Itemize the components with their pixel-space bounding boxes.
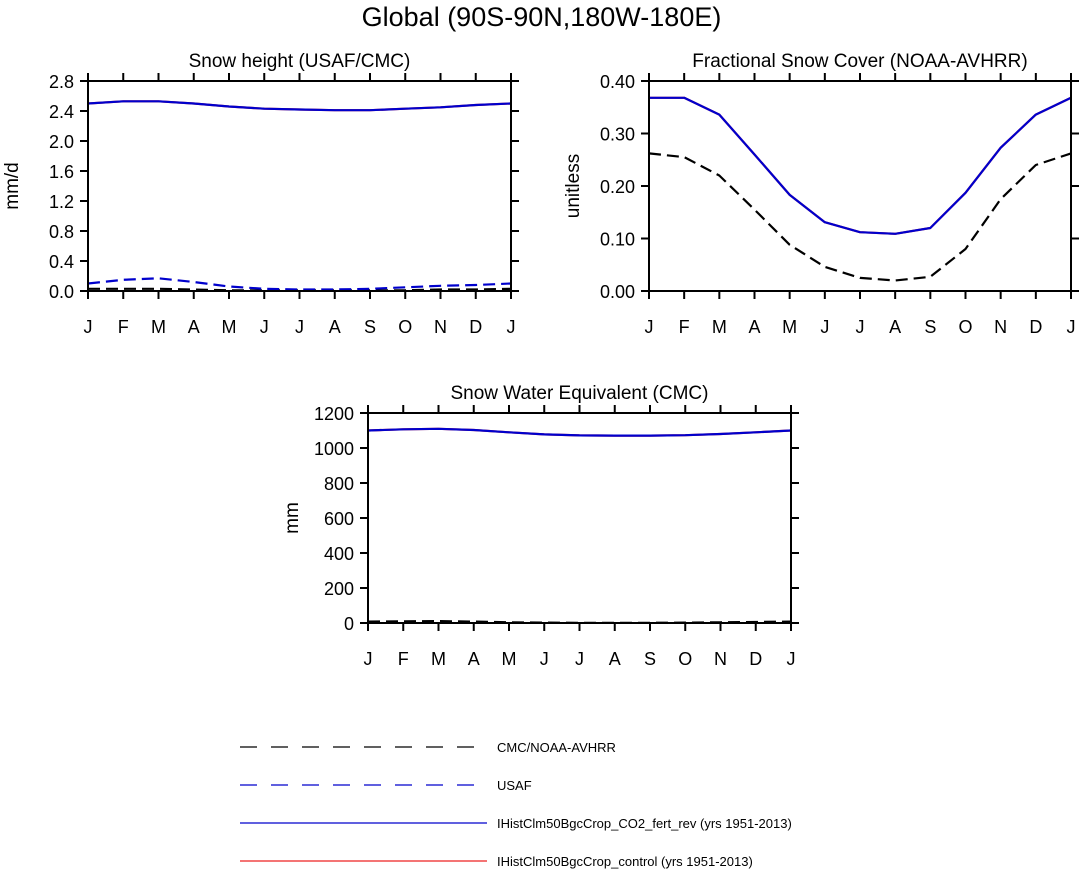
x-tick-label: S [364, 317, 376, 337]
plot-frame [648, 80, 1072, 292]
x-tick-label: N [714, 649, 727, 669]
x-tick-label: J [540, 649, 549, 669]
legend: CMC/NOAA-AVHRR USAF IHistClm50BgcCrop_CO2_… [240, 740, 792, 869]
y-tick-label: 0.0 [49, 282, 74, 302]
y-tick-label: 0.00 [600, 282, 635, 302]
x-tick-label: A [468, 649, 480, 669]
figure-title: Global (90S-90N,180W-180E) [361, 2, 722, 32]
x-tick-label: M [151, 317, 166, 337]
chart-title: Fractional Snow Cover (NOAA-AVHRR) [692, 51, 1027, 72]
y-tick-label: 0.10 [600, 230, 635, 250]
legend-label: USAF [497, 778, 532, 793]
chart-panel-3: Snow Water Equivalent (CMC) mm 0 200 400 600 8… [282, 383, 799, 669]
legend-item-3: IHistClm50BgcCrop_CO2_fert_rev (yrs 1951… [240, 816, 792, 831]
chart-panel-2: Fractional Snow Cover (NOAA-AVHRR) unitle… [563, 51, 1079, 337]
x-tick-label: F [118, 317, 129, 337]
x-tick-label: A [329, 317, 341, 337]
y-tick-label: 0.8 [49, 222, 74, 242]
y-tick-label: 200 [324, 579, 354, 599]
x-tick-label: J [787, 649, 796, 669]
x-tick-label: M [712, 317, 727, 337]
x-tick-label: J [295, 317, 304, 337]
x-tick-label: M [222, 317, 237, 337]
x-tick-label: N [994, 317, 1007, 337]
y-axis-label: unitless [563, 154, 584, 218]
x-tick-label: F [679, 317, 690, 337]
x-tick-label: J [856, 317, 865, 337]
x-tick-label: O [398, 317, 412, 337]
panels-group: Snow height (USAF/CMC) mm/d 0.0 0.4 0.8 1.2 1.… [2, 51, 1079, 669]
y-tick-label: 1000 [314, 439, 354, 459]
x-tick-label: J [645, 317, 654, 337]
y-tick-label: 1.6 [49, 162, 74, 182]
series-line-3 [367, 427, 792, 437]
legend-item-1: CMC/NOAA-AVHRR [240, 740, 616, 755]
y-tick-label: 2.8 [49, 72, 74, 92]
legend-label: IHistClm50BgcCrop_control (yrs 1951-2013… [497, 854, 753, 869]
x-tick-label: A [748, 317, 760, 337]
x-tick-label: J [84, 317, 93, 337]
y-tick-label: 0.20 [600, 177, 635, 197]
y-tick-label: 0.30 [600, 125, 635, 145]
chart-title: Snow Water Equivalent (CMC) [451, 383, 709, 404]
y-tick-label: 800 [324, 474, 354, 494]
x-tick-label: A [609, 649, 621, 669]
y-tick-label: 0.40 [600, 72, 635, 92]
x-tick-label: S [644, 649, 656, 669]
chart-panel-1: Snow height (USAF/CMC) mm/d 0.0 0.4 0.8 1.2 1.… [2, 51, 519, 337]
x-tick-label: M [502, 649, 517, 669]
y-tick-label: 1200 [314, 404, 354, 424]
x-tick-label: M [782, 317, 797, 337]
x-tick-label: J [575, 649, 584, 669]
y-tick-label: 0 [344, 614, 354, 634]
x-tick-label: J [260, 317, 269, 337]
y-tick-label: 400 [324, 544, 354, 564]
x-tick-label: J [364, 649, 373, 669]
y-tick-label: 2.4 [49, 102, 74, 122]
x-tick-label: M [431, 649, 446, 669]
series-line-1 [648, 152, 1072, 282]
y-axis-label: mm/d [2, 162, 23, 210]
x-tick-label: J [507, 317, 516, 337]
x-tick-label: D [469, 317, 482, 337]
x-tick-label: A [188, 317, 200, 337]
x-tick-label: F [398, 649, 409, 669]
legend-item-4: IHistClm50BgcCrop_control (yrs 1951-2013… [240, 854, 753, 869]
legend-item-2: USAF [240, 778, 532, 793]
series-line-2 [87, 277, 512, 291]
series-line-3 [649, 96, 1072, 235]
x-tick-label: D [749, 649, 762, 669]
series-line-1 [88, 287, 512, 292]
x-tick-label: J [820, 317, 829, 337]
x-tick-label: A [889, 317, 901, 337]
x-tick-label: O [678, 649, 692, 669]
plot-frame [87, 80, 512, 292]
x-tick-label: S [924, 317, 936, 337]
series-line-4 [87, 100, 512, 112]
y-tick-label: 1.2 [49, 192, 74, 212]
chart-title: Snow height (USAF/CMC) [189, 51, 411, 72]
y-axis-label: mm [282, 502, 303, 534]
series-line-2 [649, 96, 1072, 235]
legend-label: CMC/NOAA-AVHRR [497, 740, 616, 755]
x-tick-label: D [1029, 317, 1042, 337]
y-tick-label: 2.0 [49, 132, 74, 152]
x-tick-label: O [958, 317, 972, 337]
x-tick-label: N [434, 317, 447, 337]
y-tick-label: 600 [324, 509, 354, 529]
legend-label: IHistClm50BgcCrop_CO2_fert_rev (yrs 1951… [497, 816, 792, 831]
x-tick-label: J [1067, 317, 1076, 337]
plot-frame [367, 412, 792, 624]
y-tick-label: 0.4 [49, 252, 74, 272]
